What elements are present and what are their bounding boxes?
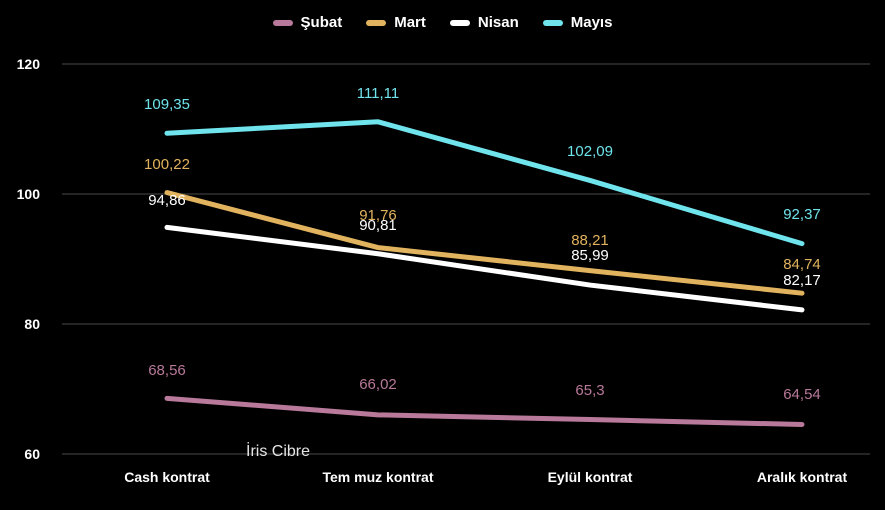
legend-swatch-mart [366,19,387,26]
data-label-s0-2: 65,3 [575,382,604,399]
data-label-s0-0: 68,56 [148,362,186,379]
data-label-s1-0: 100,22 [144,156,190,173]
legend-swatch-nisan [449,19,470,26]
legend-label-mart: Mart [394,14,426,31]
legend-swatch-mayis [542,19,563,26]
data-label-s2-0: 94,86 [148,192,186,209]
x-tick-label-2: Eylül kontrat [548,469,633,485]
x-tick-label-3: Aralık kontrat [757,469,848,485]
y-tick-label-60: 60 [24,446,40,462]
data-label-s2-1: 90,81 [359,217,397,234]
data-label-s3-2: 102,09 [567,143,613,160]
series-line-3 [164,119,805,247]
data-label-s2-3: 82,17 [783,272,821,289]
series-line-1 [164,190,805,296]
legend-item-subat[interactable]: Şubat [272,14,343,31]
legend-item-nisan[interactable]: Nisan [449,14,519,31]
legend-label-subat: Şubat [300,14,343,31]
watermark-text: İris Cibre [246,443,311,460]
legend-label-nisan: Nisan [477,14,519,31]
x-tick-label-1: Tem muz kontrat [323,469,434,485]
data-label-s1-2: 88,21 [571,232,609,249]
series-line-2 [164,224,805,313]
data-label-s3-3: 92,37 [783,206,821,223]
legend-item-mart[interactable]: Mart [366,14,426,31]
series-line-0 [164,395,805,427]
legend: Şubat Mart Nisan Mayıs [0,14,885,31]
data-label-s3-0: 109,35 [144,96,190,113]
legend-label-mayis: Mayıs [570,14,613,31]
y-tick-label-100: 100 [17,186,41,202]
legend-swatch-subat [272,19,293,26]
data-label-s2-2: 85,99 [571,247,609,264]
legend-item-mayis[interactable]: Mayıs [542,14,613,31]
data-label-s0-1: 66,02 [359,376,397,393]
y-tick-label-120: 120 [17,56,41,72]
data-label-s0-3: 64,54 [783,386,821,403]
x-tick-label-0: Cash kontrat [124,469,210,485]
y-tick-label-80: 80 [24,316,40,332]
data-label-s3-1: 111,11 [357,85,400,102]
data-label-s1-3: 84,74 [783,256,821,273]
data-label-s1-1: 91,76 [359,207,397,224]
